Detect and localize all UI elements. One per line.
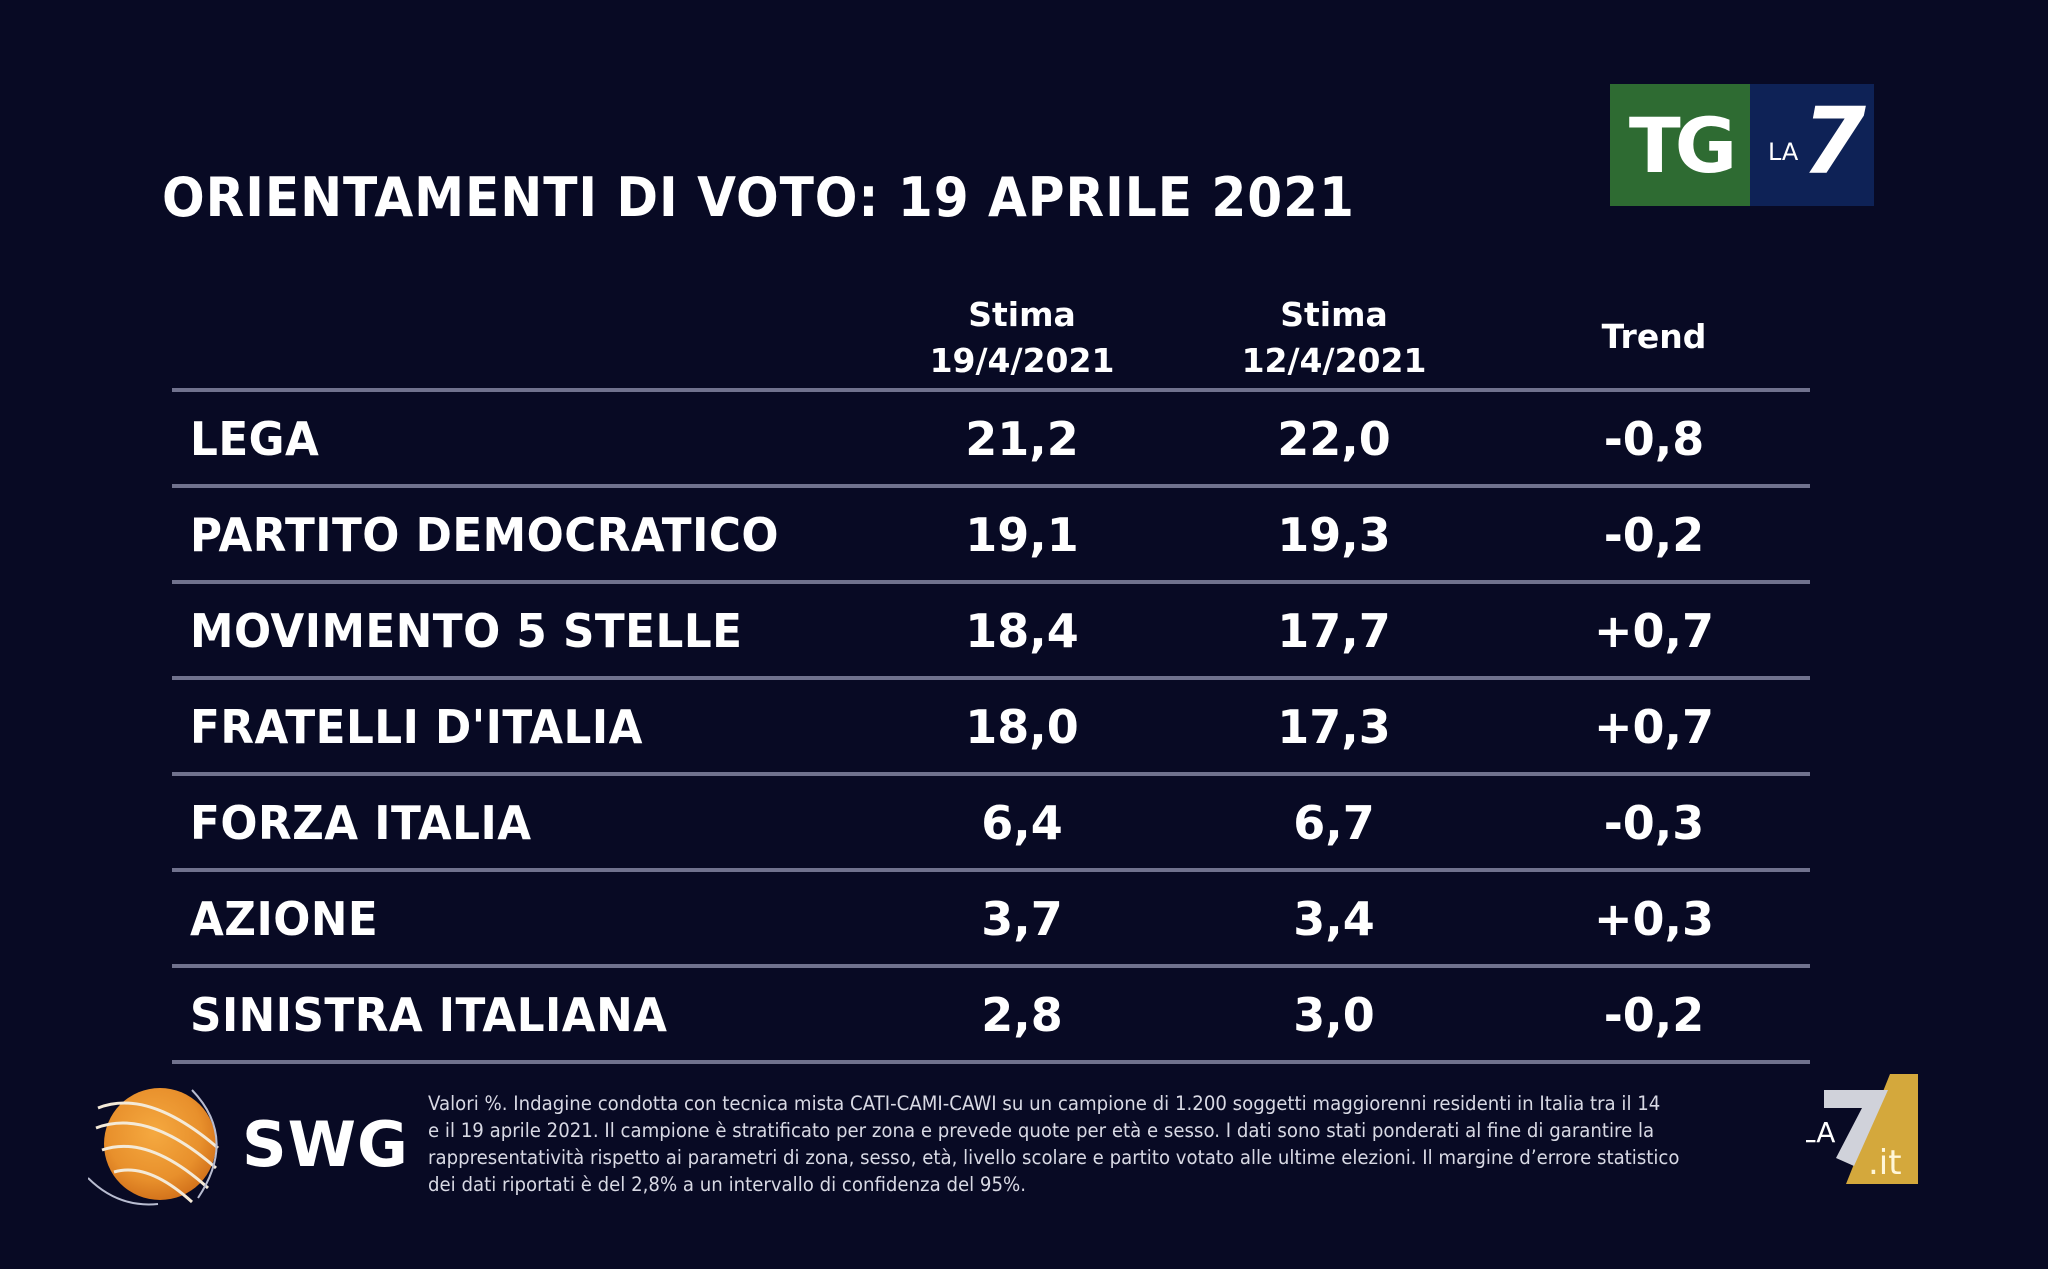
party-name: SINISTRA ITALIANA [190,988,668,1042]
tg-logo-text: TG [1628,100,1737,190]
header-trend: Trend [1504,314,1804,360]
header-date: 19/4/2021 [929,341,1115,380]
table-row: FORZA ITALIA 6,4 6,7 -0,3 [172,776,1810,868]
stima-12-value: 17,7 [1277,604,1391,658]
stima-19-value: 21,2 [965,412,1079,466]
row-separator [172,1060,1810,1064]
footnote-line: Valori %. Indagine condotta con tecnica … [428,1092,1661,1115]
trend-value: -0,2 [1603,508,1705,562]
header-label: Trend [1601,317,1707,356]
header-label: Stima [1280,295,1388,334]
table-row: AZIONE 3,7 3,4 +0,3 [172,872,1810,964]
party-name: MOVIMENTO 5 STELLE [190,604,743,658]
row-separator [172,868,1810,872]
row-separator [172,964,1810,968]
stima-19-value: 19,1 [965,508,1079,562]
stima-12-value: 6,7 [1293,796,1375,850]
la-logo-text: LA [1768,138,1799,166]
stima-12-value: 22,0 [1277,412,1391,466]
tg-la7-logo: TG LA 7 [1610,84,1874,206]
footnote-line: e il 19 aprile 2021. Il campione è strat… [428,1119,1655,1142]
header-date: 12/4/2021 [1241,341,1427,380]
trend-value: -0,2 [1603,988,1705,1042]
swg-globe-icon [87,1088,219,1206]
methodology-footnote: Valori %. Indagine condotta con tecnica … [428,1090,1721,1198]
party-name: PARTITO DEMOCRATICO [190,508,779,562]
stima-19-value: 2,8 [981,988,1063,1042]
row-separator [172,388,1810,392]
la7-it-suffix-text: .it [1868,1143,1902,1183]
party-name: FORZA ITALIA [190,796,532,850]
table-body: LEGA 21,2 22,0 -0,8 PARTITO DEMOCRATICO 19,1 1… [172,392,1810,1064]
party-name: FRATELLI D'ITALIA [190,700,643,754]
footnote-line: dei dati riportati è del 2,8% a un inter… [428,1173,1027,1196]
stima-19-value: 6,4 [981,796,1063,850]
trend-value: -0,3 [1603,796,1705,850]
row-separator [172,484,1810,488]
stima-19-value: 18,4 [965,604,1079,658]
stima-12-value: 3,4 [1293,892,1375,946]
la7-logo-blue-block: LA 7 [1750,84,1874,206]
header-stima-19: Stima 19/4/2021 [872,292,1172,384]
page-title: ORIENTAMENTI DI VOTO: 19 APRILE 2021 [162,166,1355,229]
la7-it-logo-graphic: LA .it [1800,1074,1918,1184]
trend-value: -0,8 [1603,412,1705,466]
tg-logo-green-block: TG [1610,84,1750,206]
party-name: LEGA [190,412,320,466]
table-row: LEGA 21,2 22,0 -0,8 [172,392,1810,484]
row-separator [172,772,1810,776]
poll-table: Stima 19/4/2021 Stima 12/4/2021 Trend LE… [172,280,1810,1064]
swg-logo: SWG [87,1078,409,1208]
trend-value: +0,7 [1593,700,1715,754]
table-row: MOVIMENTO 5 STELLE 18,4 17,7 +0,7 [172,584,1810,676]
row-separator [172,580,1810,584]
seven-logo-text: 7 [1802,88,1867,195]
la7-it-logo: LA .it [1800,1070,1922,1188]
stima-12-value: 17,3 [1277,700,1391,754]
header-stima-12: Stima 12/4/2021 [1184,292,1484,384]
table-row: SINISTRA ITALIANA 2,8 3,0 -0,2 [172,968,1810,1060]
row-separator [172,676,1810,680]
header-label: Stima [968,295,1076,334]
stima-12-value: 19,3 [1277,508,1391,562]
la7-it-la-text: LA [1806,1116,1835,1149]
table-row: PARTITO DEMOCRATICO 19,1 19,3 -0,2 [172,488,1810,580]
swg-logo-text: SWG [242,1108,409,1181]
stima-12-value: 3,0 [1293,988,1375,1042]
footnote-line: rappresentatività rispetto ai parametri … [428,1146,1680,1169]
table-header: Stima 19/4/2021 Stima 12/4/2021 Trend [172,280,1810,388]
table-row: FRATELLI D'ITALIA 18,0 17,3 +0,7 [172,680,1810,772]
trend-value: +0,7 [1593,604,1715,658]
stima-19-value: 3,7 [981,892,1063,946]
party-name: AZIONE [190,892,379,946]
stima-19-value: 18,0 [965,700,1079,754]
trend-value: +0,3 [1593,892,1715,946]
